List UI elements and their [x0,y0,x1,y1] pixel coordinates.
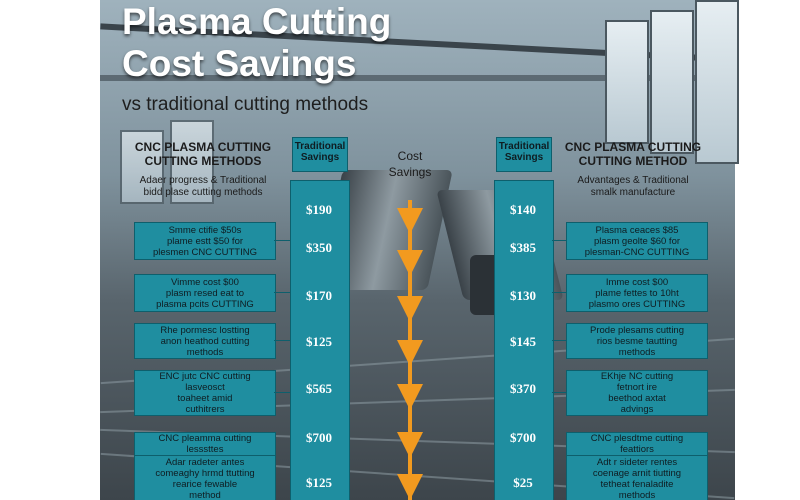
down-arrow-icon [397,474,423,500]
main-title-line1: Plasma Cutting [122,1,392,42]
right-price: $140 [510,202,536,217]
right-header-line2: CUTTING METHOD [578,154,688,168]
connector-line [552,292,566,293]
left-tab-line1: Traditional [294,141,346,152]
left-column-tab: Traditional Savings [292,137,348,172]
left-caption: Adaer progress & Traditional bidd plase … [118,175,288,199]
right-tab-line2: Savings [504,152,544,163]
right-header: CNC PLASMA CUTTING CUTTING METHOD [548,140,718,168]
left-item-box: Rhe pormesc lostting anon heathod cuttin… [134,323,276,359]
left-caption-line2: bidd plase cutting methods [143,187,263,198]
left-header-line1: CNC PLASMA CUTTING [134,140,272,154]
right-price: $370 [510,381,536,396]
right-price: $700 [510,430,536,445]
left-item-box: CNC pleamma cutting lesssttes [134,432,276,456]
right-price: $145 [510,334,536,349]
left-caption-line1: Adaer progress & Traditional [139,175,267,186]
center-header-line1: Cost [397,149,423,163]
connector-line [274,292,290,293]
left-price: $125 [306,334,332,349]
down-arrow-icon [397,384,423,410]
connector-line [274,392,290,393]
left-price-column [290,180,350,500]
down-arrow-icon [397,432,423,458]
left-price: $565 [306,381,332,396]
connector-line [552,392,566,393]
left-item-box: Smme ctifie $50s plame estt $50 for ples… [134,222,276,260]
left-price: $350 [306,240,332,255]
left-price: $700 [306,430,332,445]
right-price: $385 [510,240,536,255]
connector-line [552,340,566,341]
left-price: $125 [306,475,332,490]
right-tab-line1: Traditional [498,141,550,152]
down-arrow-icon [397,208,423,234]
left-price: $190 [306,202,332,217]
right-item-box: EKhje NC cutting fetnort ire beethod axt… [566,370,708,416]
left-item-box: ENC jutc CNC cutting lasveosct toaheet a… [134,370,276,416]
left-price: $170 [306,288,332,303]
right-header-line1: CNC PLASMA CUTTING [564,140,702,154]
connector-line [552,240,566,241]
right-item-box: Prode plesams cutting rios besme tauttin… [566,323,708,359]
left-header-line2: CUTTING METHODS [144,154,262,168]
main-title-line2: Cost Savings [122,43,357,84]
right-item-box: Adt r sideter rentes coenage arnit tiutt… [566,455,708,500]
right-item-box: Plasma ceaces $85 plasm geolte $60 for p… [566,222,708,260]
right-column-tab: Traditional Savings [496,137,552,172]
left-header: CNC PLASMA CUTTING CUTTING METHODS [118,140,288,168]
right-caption: Advantages & Traditional smalk manufactu… [548,175,718,199]
right-item-box: Imme cost $00 plame fettes to 10ht plasm… [566,274,708,312]
down-arrow-icon [397,250,423,276]
right-item-box: CNC plesdtme cutting feattiors [566,432,708,456]
down-arrow-icon [397,296,423,322]
right-price: $25 [513,475,533,490]
left-tab-line2: Savings [300,152,340,163]
right-caption-line2: smalk manufacture [590,187,676,198]
connector-line [274,340,290,341]
center-header-line2: Savings [388,165,432,179]
right-price: $130 [510,288,536,303]
right-price-column [494,180,554,500]
center-header: Cost Savings [370,148,450,180]
down-arrow-icon [397,340,423,366]
left-item-box: Vimme cost $00 plasm resed eat to plasma… [134,274,276,312]
subtitle: vs traditional cutting methods [122,94,369,115]
connector-line [274,240,290,241]
right-caption-line1: Advantages & Traditional [577,175,689,186]
left-item-box: Adar radeter antes comeaghy hrmd ttuttin… [134,455,276,500]
